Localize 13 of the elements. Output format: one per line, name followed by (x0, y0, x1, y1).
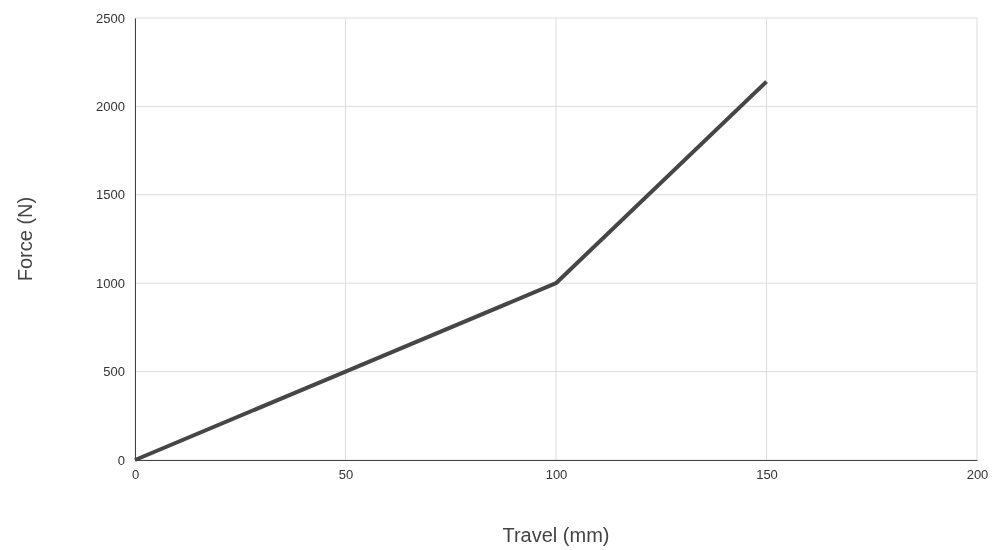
x-axis-title: Travel (mm) (502, 524, 610, 546)
y-axis-title: Force (N) (14, 196, 36, 282)
x-tick-label: 100 (545, 467, 568, 483)
y-tick-label: 1500 (96, 187, 125, 203)
y-tick-label: 500 (103, 364, 125, 380)
x-tick-label: 0 (131, 467, 140, 483)
x-tick-label: 200 (966, 467, 989, 483)
y-tick-label: 0 (117, 452, 125, 468)
y-tick-label: 1000 (96, 275, 125, 291)
x-tick-label: 50 (338, 467, 354, 483)
y-tick-label: 2000 (96, 99, 125, 115)
y-tick-label: 2500 (96, 10, 125, 26)
x-tick-label: 150 (756, 467, 778, 483)
